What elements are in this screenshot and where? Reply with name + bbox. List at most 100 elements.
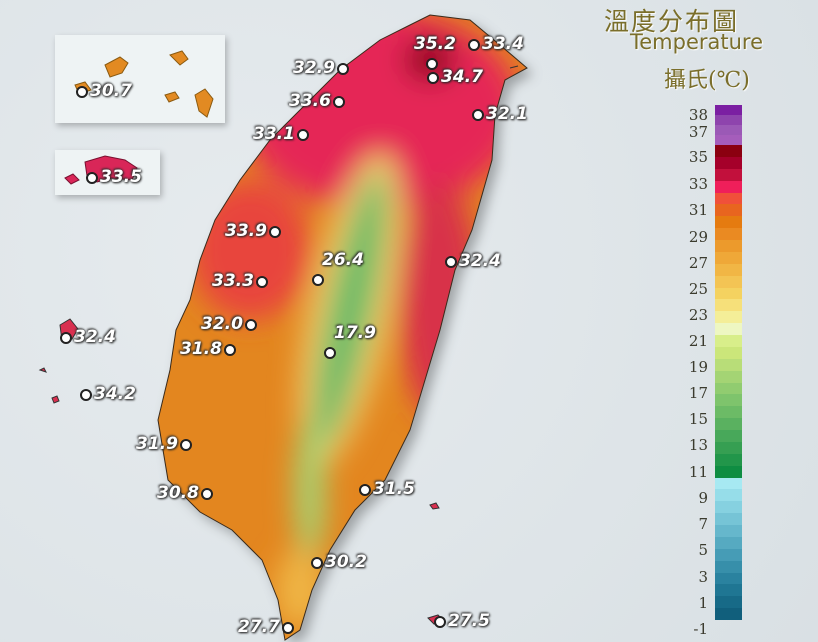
legend-label: 21	[688, 332, 708, 350]
legend-label: 19	[688, 358, 708, 376]
legend-swatch	[715, 430, 742, 442]
station-marker[interactable]	[201, 488, 213, 500]
legend-swatch	[715, 251, 742, 264]
legend-swatch	[715, 323, 742, 335]
station-temperature: 27.7	[238, 617, 280, 637]
legend-label: 9	[698, 489, 708, 507]
legend-swatch	[715, 608, 742, 620]
station-temperature: 27.5	[448, 611, 490, 631]
legend-label: 23	[688, 306, 708, 324]
station-temperature: 34.2	[94, 384, 136, 404]
legend-label: 33	[688, 175, 708, 193]
legend-label: 13	[688, 436, 708, 454]
legend-swatch	[715, 105, 742, 115]
legend-swatch	[715, 501, 742, 514]
station-temperature: 33.6	[289, 91, 331, 111]
matsu-inset	[55, 35, 225, 123]
legend-label: 5	[698, 541, 708, 559]
station-marker[interactable]	[324, 347, 336, 359]
station-marker[interactable]	[224, 344, 236, 356]
legend-swatch	[715, 180, 742, 193]
legend-swatch	[715, 453, 742, 466]
station-marker[interactable]	[445, 256, 457, 268]
legend-label: -1	[693, 620, 708, 638]
station-temperature: 33.5	[100, 167, 142, 187]
legend-swatch	[715, 406, 742, 419]
legend-swatch	[715, 465, 742, 478]
legend-swatch	[715, 584, 742, 597]
station-temperature: 35.2	[414, 34, 456, 54]
station-marker[interactable]	[245, 319, 257, 331]
legend-swatch	[715, 192, 742, 205]
legend-swatch	[715, 358, 742, 371]
station-marker[interactable]	[76, 86, 88, 98]
legend-swatch	[715, 548, 742, 561]
matsu-islands	[74, 50, 214, 118]
station-marker[interactable]	[297, 129, 309, 141]
legend-label: 11	[688, 463, 708, 481]
station-marker[interactable]	[282, 622, 294, 634]
legend-swatch	[715, 240, 742, 252]
legend-label: 1	[698, 594, 708, 612]
station-temperature: 32.0	[201, 314, 243, 334]
legend-swatch	[715, 115, 742, 125]
kinmen-inset	[55, 150, 160, 195]
legend-label: 27	[688, 254, 708, 272]
title-zh: 溫度分布圖	[604, 7, 740, 36]
station-temperature: 31.8	[180, 339, 222, 359]
legend-swatch	[715, 525, 742, 537]
legend-label: 7	[698, 515, 708, 533]
station-marker[interactable]	[427, 72, 439, 84]
legend-swatch	[715, 263, 742, 276]
station-marker[interactable]	[86, 172, 98, 184]
legend-swatch	[715, 489, 742, 502]
station-marker[interactable]	[337, 63, 349, 75]
legend-colorbar	[715, 105, 742, 620]
legend-swatch	[715, 145, 742, 157]
legend-swatch	[715, 477, 742, 490]
station-marker[interactable]	[256, 276, 268, 288]
station-marker[interactable]	[311, 557, 323, 569]
legend-swatch	[715, 560, 742, 573]
legend-swatch	[715, 216, 742, 229]
station-marker[interactable]	[434, 616, 446, 628]
station-temperature: 17.9	[334, 323, 376, 343]
station-temperature: 30.2	[325, 552, 367, 572]
station-marker[interactable]	[359, 484, 371, 496]
legend-label: 17	[688, 384, 708, 402]
legend-label: 38	[688, 106, 708, 124]
legend-swatch	[715, 394, 742, 407]
station-temperature: 33.3	[212, 271, 254, 291]
legend-label: 35	[688, 148, 708, 166]
legend-swatch	[715, 228, 742, 240]
station-marker[interactable]	[472, 109, 484, 121]
legend-swatch	[715, 135, 742, 145]
station-marker[interactable]	[312, 274, 324, 286]
station-marker[interactable]	[269, 226, 281, 238]
station-temperature: 30.7	[90, 81, 132, 101]
station-temperature: 32.9	[293, 58, 335, 78]
legend-label: 3	[698, 568, 708, 586]
legend-swatch	[715, 125, 742, 135]
legend-swatch	[715, 287, 742, 300]
legend-swatch	[715, 299, 742, 312]
title-en: Temperature	[630, 30, 764, 54]
legend-swatch	[715, 275, 742, 288]
legend-swatch	[715, 441, 742, 454]
station-marker[interactable]	[468, 39, 480, 51]
legend-swatch	[715, 513, 742, 525]
station-marker[interactable]	[180, 439, 192, 451]
station-marker[interactable]	[80, 389, 92, 401]
station-marker[interactable]	[60, 332, 72, 344]
station-temperature: 30.8	[157, 483, 199, 503]
station-temperature: 31.5	[373, 479, 415, 499]
legend-label: 15	[688, 410, 708, 428]
legend-swatch	[715, 168, 742, 181]
station-temperature: 32.4	[459, 251, 501, 271]
station-marker[interactable]	[333, 96, 345, 108]
legend-swatch	[715, 156, 742, 169]
legend-swatch	[715, 335, 742, 347]
unit-label: 攝氏(℃)	[664, 68, 750, 93]
station-marker[interactable]	[426, 58, 438, 70]
